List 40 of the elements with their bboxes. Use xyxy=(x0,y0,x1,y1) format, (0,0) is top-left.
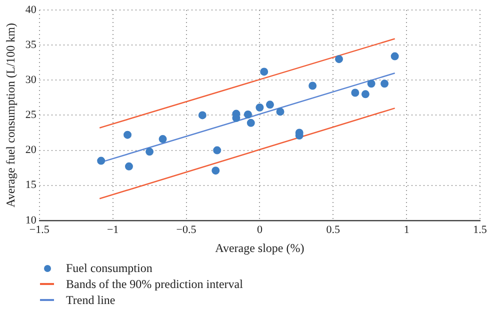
point xyxy=(212,166,220,175)
point xyxy=(361,90,370,98)
point xyxy=(351,88,360,97)
x-axis-title: Average slope (%) xyxy=(215,240,304,255)
legend-label: Bands of the 90% prediction interval xyxy=(66,276,243,292)
point xyxy=(246,118,255,127)
point xyxy=(308,82,317,90)
point xyxy=(124,162,133,170)
x-tick-label: 0 xyxy=(256,224,263,236)
y-tick-label: 15 xyxy=(25,179,37,192)
y-tick-label: 40 xyxy=(25,4,37,16)
point xyxy=(260,68,268,76)
x-tick-label: 1.5 xyxy=(473,224,488,236)
x-tick-label: 1 xyxy=(404,224,410,236)
y-tick-label: 30 xyxy=(25,74,37,86)
point xyxy=(390,52,399,60)
legend-label: Fuel consumption xyxy=(66,260,152,276)
point xyxy=(276,108,284,116)
point xyxy=(367,80,376,88)
point xyxy=(97,156,106,165)
point xyxy=(266,100,274,109)
y-tick-label: 25 xyxy=(25,109,37,122)
point xyxy=(158,135,167,144)
x-tick-label: −0.5 xyxy=(176,224,197,236)
x-tick-label: −1 xyxy=(106,224,119,236)
point xyxy=(335,55,344,64)
y-tick-label: 20 xyxy=(25,144,37,156)
point xyxy=(124,130,132,139)
point xyxy=(213,146,222,154)
x-tick-label: 0.5 xyxy=(326,224,341,236)
y-axis-title: Average fuel consumption (L/100 km) xyxy=(3,22,18,208)
point xyxy=(146,148,154,156)
y-tick-label: 10 xyxy=(25,214,37,226)
point xyxy=(380,80,389,88)
point xyxy=(244,110,252,118)
x-tick-label: −1.5 xyxy=(29,224,50,236)
point xyxy=(256,103,264,112)
y-tick-label: 35 xyxy=(25,38,37,51)
legend-label: Trend line xyxy=(66,292,116,308)
point xyxy=(198,111,206,120)
